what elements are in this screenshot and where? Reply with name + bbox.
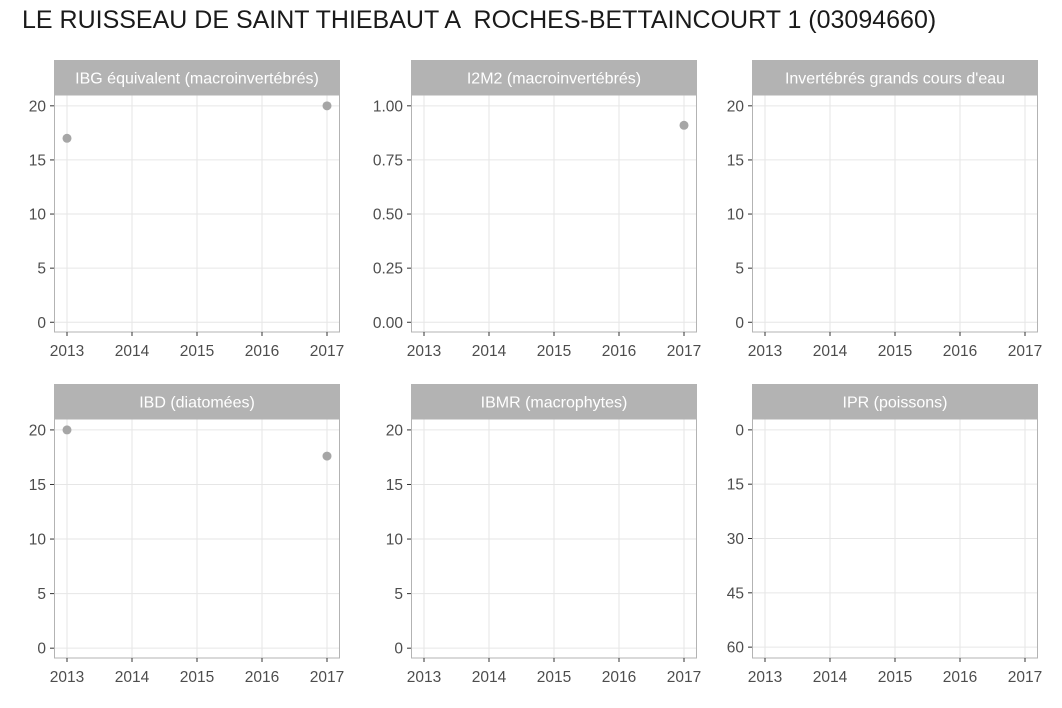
- y-tick-label: 0: [37, 641, 46, 658]
- y-tick-label: 5: [37, 261, 46, 278]
- panel-strip: [54, 384, 340, 419]
- x-tick-label: 2015: [180, 343, 214, 360]
- panel-title: Invertébrés grands cours d'eau: [785, 71, 1005, 88]
- panel-title: IBD (diatomées): [139, 395, 255, 412]
- panel-strip: [411, 384, 697, 419]
- panel-title: IPR (poissons): [843, 395, 948, 412]
- y-tick-label: 60: [727, 640, 745, 657]
- x-tick-label: 2016: [602, 343, 636, 360]
- y-tick-label: 5: [394, 586, 403, 603]
- x-tick-label: 2016: [943, 343, 977, 360]
- y-tick-label: 5: [735, 261, 744, 278]
- x-tick-label: 2013: [50, 343, 84, 360]
- x-tick-label: 2015: [537, 669, 571, 686]
- x-tick-label: 2016: [602, 669, 636, 686]
- x-tick-label: 2013: [748, 343, 782, 360]
- data-point: [322, 101, 332, 111]
- x-tick-label: 2013: [407, 343, 441, 360]
- y-tick-label: 15: [727, 477, 744, 494]
- data-point: [62, 425, 72, 435]
- x-tick-label: 2014: [813, 343, 848, 360]
- y-tick-label: 20: [727, 98, 745, 115]
- y-tick-label: 0: [37, 315, 46, 332]
- data-point: [62, 133, 72, 143]
- x-tick-label: 2015: [878, 669, 912, 686]
- x-tick-label: 2014: [115, 343, 150, 360]
- y-tick-label: 10: [29, 532, 47, 549]
- y-tick-label: 15: [29, 152, 46, 169]
- y-tick-label: 20: [29, 98, 47, 115]
- y-tick-label: 15: [386, 477, 403, 494]
- y-tick-label: 30: [727, 531, 745, 548]
- y-tick-label: 0.50: [373, 207, 404, 224]
- x-tick-label: 2017: [310, 343, 344, 360]
- x-tick-label: 2016: [245, 669, 279, 686]
- chart-panel-1: IBG équivalent (macroinvertébrés) 0 5 10 15 2…: [29, 60, 344, 360]
- y-tick-label: 0: [735, 315, 744, 332]
- y-tick-label: 1.00: [373, 98, 404, 115]
- chart-panel-3: Invertébrés grands cours d'eau 0 5 10 15 20 20…: [727, 60, 1042, 360]
- chart-panel-4: IBD (diatomées) 0 5 10 15 20 2013 2014 2015 2016 2…: [29, 384, 344, 686]
- y-tick-label: 20: [29, 422, 47, 439]
- panel-strip: [54, 60, 340, 95]
- panel-strip: [752, 60, 1038, 95]
- x-tick-label: 2014: [115, 669, 150, 686]
- x-tick-label: 2014: [472, 669, 507, 686]
- panel-title: I2M2 (macroinvertébrés): [467, 71, 641, 88]
- y-tick-label: 15: [727, 152, 744, 169]
- page-title: LE RUISSEAU DE SAINT THIEBAUT A ROCHES-B…: [22, 6, 937, 34]
- y-tick-label: 15: [29, 477, 46, 494]
- x-tick-label: 2016: [245, 343, 279, 360]
- y-tick-label: 0.75: [373, 152, 403, 169]
- x-tick-label: 2017: [310, 669, 344, 686]
- x-tick-label: 2017: [667, 669, 701, 686]
- x-tick-label: 2017: [1008, 343, 1042, 360]
- x-tick-label: 2016: [943, 669, 977, 686]
- y-tick-label: 10: [29, 207, 47, 224]
- chart-panel-5: IBMR (macrophytes) 0 5 10 15 20 2013 2014 2015 20…: [386, 384, 701, 686]
- x-tick-label: 2013: [50, 669, 84, 686]
- x-tick-label: 2013: [407, 669, 441, 686]
- y-tick-label: 5: [37, 586, 46, 603]
- chart-panel-2: I2M2 (macroinvertébrés) 0.00 0.25 0.50 0.75 1…: [373, 60, 701, 360]
- panel-title: IBMR (macrophytes): [481, 395, 628, 412]
- x-tick-label: 2017: [667, 343, 701, 360]
- x-tick-label: 2013: [748, 669, 782, 686]
- x-tick-label: 2015: [878, 343, 912, 360]
- x-tick-label: 2015: [180, 669, 214, 686]
- panel-strip: [752, 384, 1038, 419]
- y-tick-label: 20: [386, 422, 404, 439]
- y-tick-label: 0: [394, 641, 403, 658]
- x-tick-label: 2015: [537, 343, 571, 360]
- x-tick-label: 2014: [472, 343, 507, 360]
- y-tick-label: 10: [386, 532, 404, 549]
- y-tick-label: 10: [727, 207, 745, 224]
- data-point: [679, 120, 689, 130]
- y-tick-label: 0.00: [373, 315, 404, 332]
- panel-strip: [411, 60, 697, 95]
- y-tick-label: 0.25: [373, 261, 403, 278]
- y-tick-label: 45: [727, 585, 744, 602]
- x-tick-label: 2014: [813, 669, 848, 686]
- y-tick-label: 0: [735, 422, 744, 439]
- x-tick-label: 2017: [1008, 669, 1042, 686]
- panel-title: IBG équivalent (macroinvertébrés): [75, 71, 319, 88]
- data-point: [322, 451, 332, 461]
